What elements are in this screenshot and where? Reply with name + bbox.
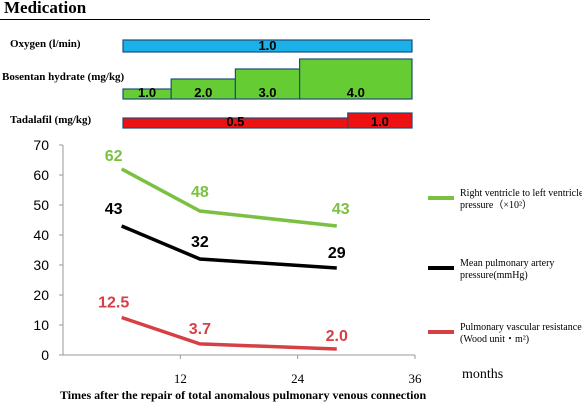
page-title: Medication xyxy=(4,0,87,17)
data-label: 62 xyxy=(105,148,123,165)
data-label: 43 xyxy=(105,201,123,218)
legend-label: Right ventricle to left ventricle pressu… xyxy=(460,188,582,211)
tadalafil-label: Tadalafil (mg/kg) xyxy=(10,114,92,126)
medication-bar-segment xyxy=(347,112,413,129)
y-tick-label: 70 xyxy=(33,137,49,153)
data-label: 12.5 xyxy=(98,295,129,312)
x-tick-label: 36 xyxy=(409,371,423,386)
data-label: 32 xyxy=(191,234,209,251)
y-tick-label: 50 xyxy=(33,197,49,213)
y-tick-label: 60 xyxy=(33,167,49,183)
legend-swatch xyxy=(428,330,454,334)
series-line xyxy=(120,224,337,270)
x-tick-label: 12 xyxy=(174,371,187,386)
data-label: 43 xyxy=(332,201,350,218)
medication-dose-label: 1.0 xyxy=(258,38,276,53)
medication-dose-label: 0.5 xyxy=(226,114,244,129)
legend-label: Pulmonary vascular resistance (Wood unit… xyxy=(460,322,582,345)
oxygen-label: Oxygen (l/min) xyxy=(10,38,81,50)
series-line xyxy=(121,315,337,351)
medication-bar-segment xyxy=(122,39,413,53)
data-label: 29 xyxy=(328,245,346,262)
medication-bar-segment xyxy=(299,58,413,100)
y-tick-label: 10 xyxy=(33,317,49,333)
y-tick-label: 40 xyxy=(33,227,49,243)
bosentan-label: Bosentan hydrate (mg/kg) xyxy=(2,71,125,83)
medication-dose-label: 4.0 xyxy=(347,85,365,100)
x-tick-label: 24 xyxy=(291,371,305,386)
legend-swatch xyxy=(428,266,454,270)
medication-dose-label: 1.0 xyxy=(138,85,156,100)
medication-dose-label: 2.0 xyxy=(194,85,212,100)
x-axis-title: Times after the repair of total anomalou… xyxy=(60,388,427,402)
medication-dose-label: 1.0 xyxy=(371,114,389,129)
y-tick-label: 20 xyxy=(33,287,49,303)
data-label: 3.7 xyxy=(189,321,211,338)
data-label: 2.0 xyxy=(326,328,348,345)
y-tick-label: 30 xyxy=(33,257,49,273)
series-line xyxy=(120,167,337,228)
medication-dose-label: 3.0 xyxy=(258,85,276,100)
legend-label: Mean pulmonary artery pressure(mmHg) xyxy=(460,258,555,281)
x-axis-unit: months xyxy=(462,367,504,382)
y-tick-label: 0 xyxy=(41,347,49,363)
title-divider xyxy=(0,19,430,20)
legend-swatch xyxy=(428,196,454,200)
data-label: 48 xyxy=(191,184,209,201)
